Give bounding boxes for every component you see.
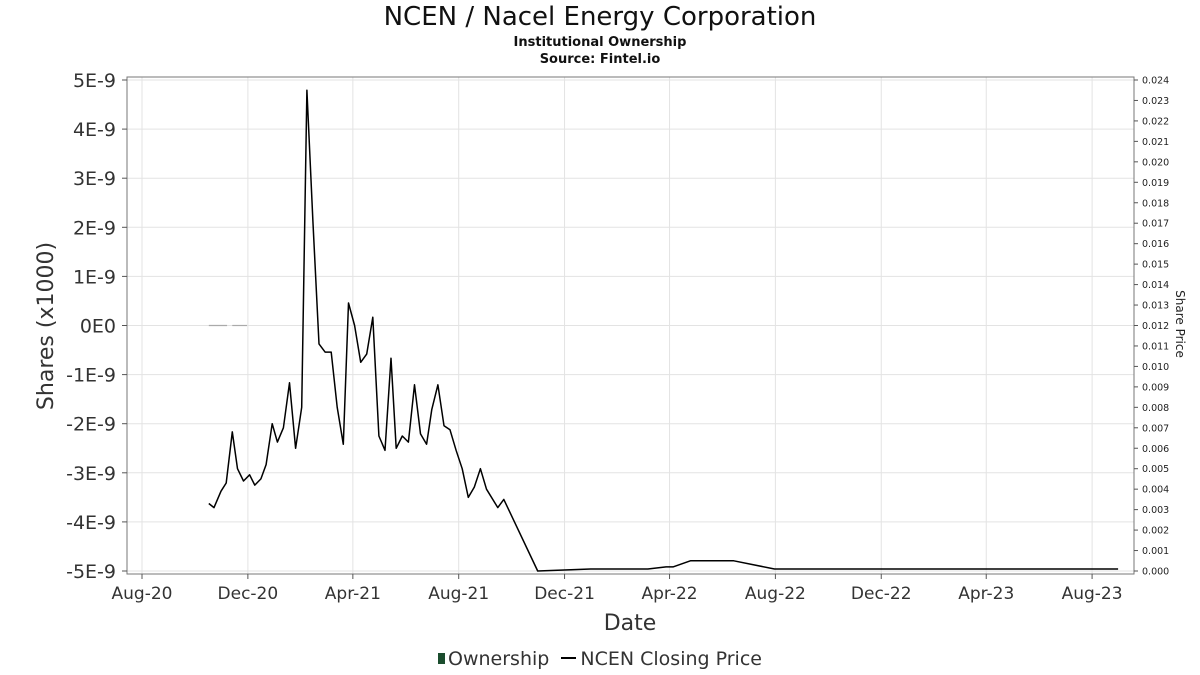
legend-item-closing-price[interactable]: NCEN Closing Price: [561, 648, 762, 670]
grid: [127, 77, 1134, 574]
y-tick-label: 0E0: [80, 316, 116, 338]
ownership-swatch: [438, 653, 446, 664]
y2-tick-label: 0.012: [1142, 321, 1169, 332]
x-axis-label: Date: [604, 611, 657, 636]
legend-item-ownership[interactable]: Ownership: [438, 648, 549, 670]
x-tick-label: Apr-22: [641, 584, 697, 604]
y-tick-label: 1E-9: [73, 266, 116, 288]
chart-subtitle: Institutional Ownership: [513, 35, 687, 50]
x-tick-label: Aug-21: [428, 584, 489, 604]
closing-price-swatch: [561, 657, 577, 659]
y2-tick-label: 0.014: [1142, 280, 1169, 291]
y2-tick-label: 0.000: [1142, 567, 1169, 578]
x-tick-label: Aug-23: [1062, 584, 1123, 604]
y-tick-label: -4E-9: [66, 512, 116, 534]
x-tick-label: Dec-20: [218, 584, 279, 604]
y2-tick-label: 0.021: [1142, 137, 1169, 148]
y-tick-label: 2E-9: [73, 217, 116, 239]
y-tick-label: -3E-9: [66, 463, 116, 485]
y2-tick-label: 0.001: [1142, 546, 1169, 557]
y-axis-label: Shares (x1000): [34, 242, 59, 410]
y2-tick-label: 0.024: [1142, 76, 1169, 87]
x-tick-label: Dec-22: [851, 584, 912, 604]
y-tick-label: 5E-9: [73, 70, 116, 92]
y-tick-label: 3E-9: [73, 168, 116, 190]
y-tick-label: -2E-9: [66, 414, 116, 436]
y2-tick-label: 0.020: [1142, 157, 1169, 168]
axes: Aug-20 Dec-20 Apr-21 Aug-21 Dec-21 Apr-22 Aug-…: [66, 70, 1169, 604]
y2-tick-label: 0.010: [1142, 362, 1169, 373]
y2-tick-label: 0.007: [1142, 423, 1169, 434]
y2-tick-label: 0.019: [1142, 178, 1169, 189]
series: [208, 89, 1119, 572]
legend-label-ownership: Ownership: [448, 648, 550, 670]
y2-tick-label: 0.004: [1142, 485, 1169, 496]
y2-tick-label: 0.002: [1142, 526, 1169, 537]
y2-tick-label: 0.022: [1142, 116, 1169, 127]
y-tick-label: -1E-9: [66, 365, 116, 387]
legend-label-closing-price: NCEN Closing Price: [580, 648, 762, 670]
y-tick-label: -5E-9: [66, 561, 116, 583]
y2-tick-label: 0.005: [1142, 464, 1169, 475]
y2-tick-label: 0.003: [1142, 505, 1169, 516]
x-tick-label: Dec-21: [534, 584, 595, 604]
legend: Ownership NCEN Closing Price: [0, 648, 1200, 670]
x-tick-label: Aug-22: [745, 584, 806, 604]
y2-tick-label: 0.016: [1142, 239, 1169, 250]
y2-tick-label: 0.023: [1142, 96, 1169, 107]
y2-tick-label: 0.013: [1142, 301, 1169, 312]
y2-tick-label: 0.006: [1142, 444, 1169, 455]
closing-price-line: [208, 89, 1119, 572]
chart-source: Source: Fintel.io: [539, 52, 661, 67]
y2-tick-label: 0.009: [1142, 382, 1169, 393]
y2-tick-label: 0.017: [1142, 219, 1169, 230]
y2-tick-label: 0.018: [1142, 198, 1169, 209]
x-tick-label: Apr-21: [325, 584, 381, 604]
chart-title: NCEN / Nacel Energy Corporation: [383, 2, 817, 32]
y2-tick-label: 0.008: [1142, 403, 1169, 414]
x-tick-label: Aug-20: [112, 584, 173, 604]
y2-tick-label: 0.011: [1142, 341, 1169, 352]
y-tick-label: 4E-9: [73, 119, 116, 141]
x-tick-label: Apr-23: [958, 584, 1014, 604]
y2-axis-label: Share Price: [1173, 290, 1187, 358]
y2-tick-label: 0.015: [1142, 260, 1169, 271]
